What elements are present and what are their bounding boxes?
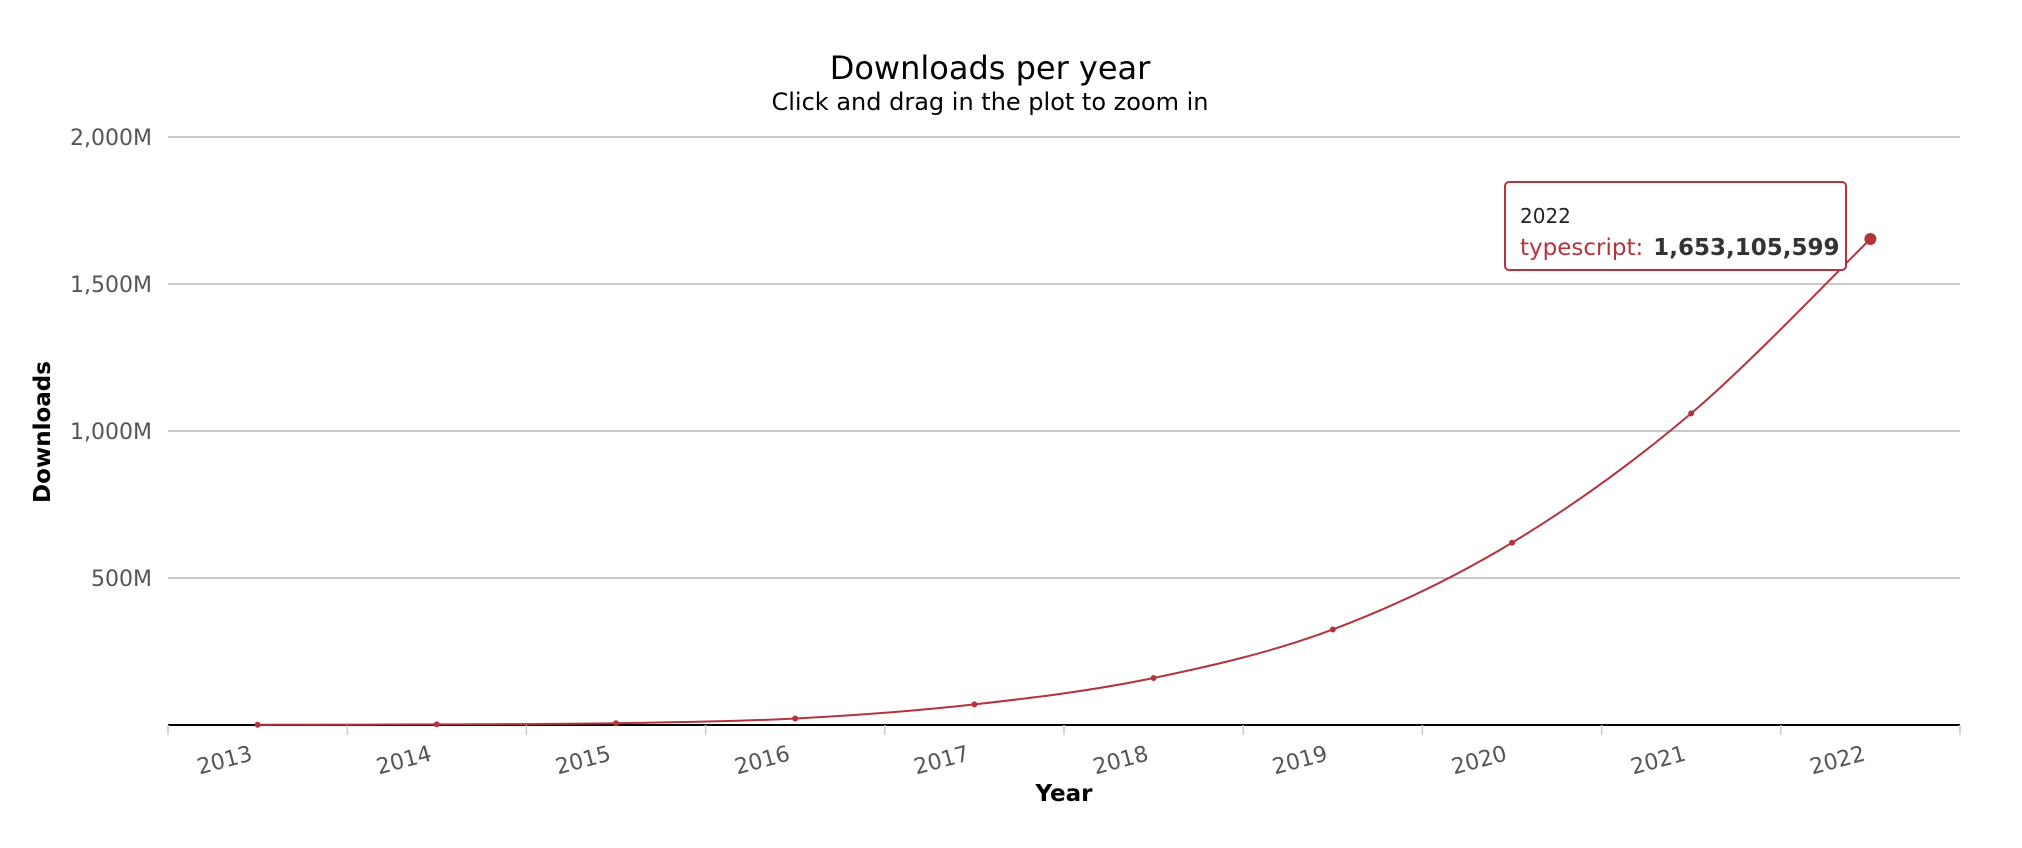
data-point[interactable] — [792, 715, 799, 722]
tooltip-line: typescript: 1,653,105,599 — [1520, 235, 1839, 261]
x-axis-ticks: 2013 2014 2015 2016 2017 2018 2019 2020 2021 2022 — [167, 725, 1961, 780]
series-line — [257, 238, 1872, 726]
series-typescript[interactable] — [254, 232, 1877, 728]
tooltip-series-name: typescript — [1520, 235, 1635, 261]
tooltip-category: 2022 — [1520, 204, 1571, 228]
data-point[interactable] — [1509, 539, 1515, 546]
grid-lines — [168, 136, 1960, 579]
x-axis-title: Year — [1034, 781, 1093, 807]
chart-subtitle: Click and drag in the plot to zoom in — [772, 88, 1209, 116]
tooltip-separator: : — [1635, 235, 1643, 261]
data-point[interactable] — [433, 721, 440, 728]
chart-title: Downloads per year — [830, 49, 1151, 87]
y-tick-label: 2,000M — [70, 126, 152, 151]
data-point[interactable] — [971, 701, 978, 708]
y-tick-label: 500M — [91, 567, 152, 592]
tooltip-box — [1504, 181, 1847, 271]
y-tick-label: 1,500M — [70, 273, 152, 298]
tooltip-value: 1,653,105,599 — [1653, 235, 1839, 261]
data-point[interactable] — [1688, 410, 1695, 417]
data-point[interactable] — [1329, 626, 1336, 633]
data-point[interactable] — [1150, 674, 1157, 681]
y-axis-title: Downloads — [30, 361, 56, 503]
data-point[interactable] — [1864, 232, 1877, 245]
data-point[interactable] — [254, 721, 261, 728]
y-tick-label: 1,000M — [70, 420, 152, 445]
tooltip: 2022 typescript: 1,653,105,599 — [1504, 181, 1847, 271]
data-point[interactable] — [613, 720, 619, 727]
y-axis-ticks: 500M 1,000M 1,500M 2,000M — [70, 126, 152, 592]
